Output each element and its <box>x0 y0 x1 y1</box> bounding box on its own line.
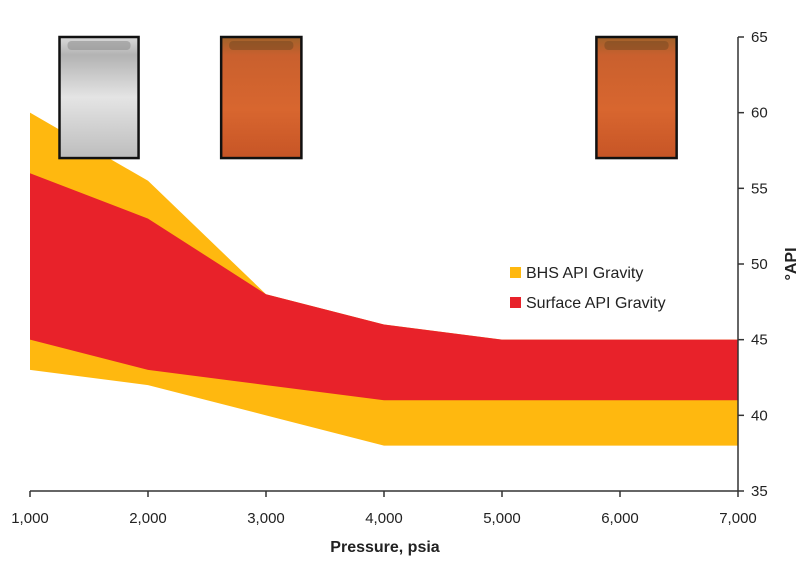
orange-sample-1-frame <box>219 35 303 160</box>
y-tick-label: 55 <box>751 180 768 197</box>
bands-group <box>30 112 738 446</box>
y-tick-label: 35 <box>751 483 768 500</box>
y-tick-label: 40 <box>751 407 768 424</box>
x-tick-label: 1,000 <box>11 510 49 527</box>
x-tick-label: 4,000 <box>365 510 403 527</box>
clear-sample-frame <box>58 35 140 160</box>
band-surface-api-gravity <box>30 173 738 401</box>
x-tick-label: 6,000 <box>601 510 639 527</box>
orange-sample-2-photo <box>595 35 678 160</box>
orange-sample-2-frame <box>595 35 678 160</box>
y-tick-label: 60 <box>751 105 768 122</box>
y-tick-label: 65 <box>751 29 768 46</box>
legend-swatch-bhs <box>510 267 521 278</box>
orange-sample-1-rim <box>229 41 294 50</box>
axes-group: 1,000 2,000 3,000 4,000 5,000 6,000 7,000 35 40 4… <box>11 29 767 527</box>
x-tick-label: 3,000 <box>247 510 285 527</box>
x-tick-label: 2,000 <box>129 510 167 527</box>
clear-sample-rim <box>67 41 131 50</box>
x-tick-label: 5,000 <box>483 510 521 527</box>
orange-sample-2-rim <box>604 41 669 50</box>
y-axis-title: °API <box>783 247 800 280</box>
clear-sample-photo <box>58 35 140 160</box>
y-tick-label: 45 <box>751 332 768 349</box>
x-tick-label: 7,000 <box>719 510 757 527</box>
legend: BHS API Gravity Surface API Gravity <box>510 265 666 312</box>
legend-swatch-surface <box>510 297 521 308</box>
x-axis-title: Pressure, psia <box>330 539 440 556</box>
y-tick-label: 50 <box>751 256 768 273</box>
orange-sample-1-photo <box>219 35 303 160</box>
legend-label-surface: Surface API Gravity <box>526 295 666 312</box>
sample-photos-group <box>58 35 678 160</box>
legend-label-bhs: BHS API Gravity <box>526 265 643 282</box>
